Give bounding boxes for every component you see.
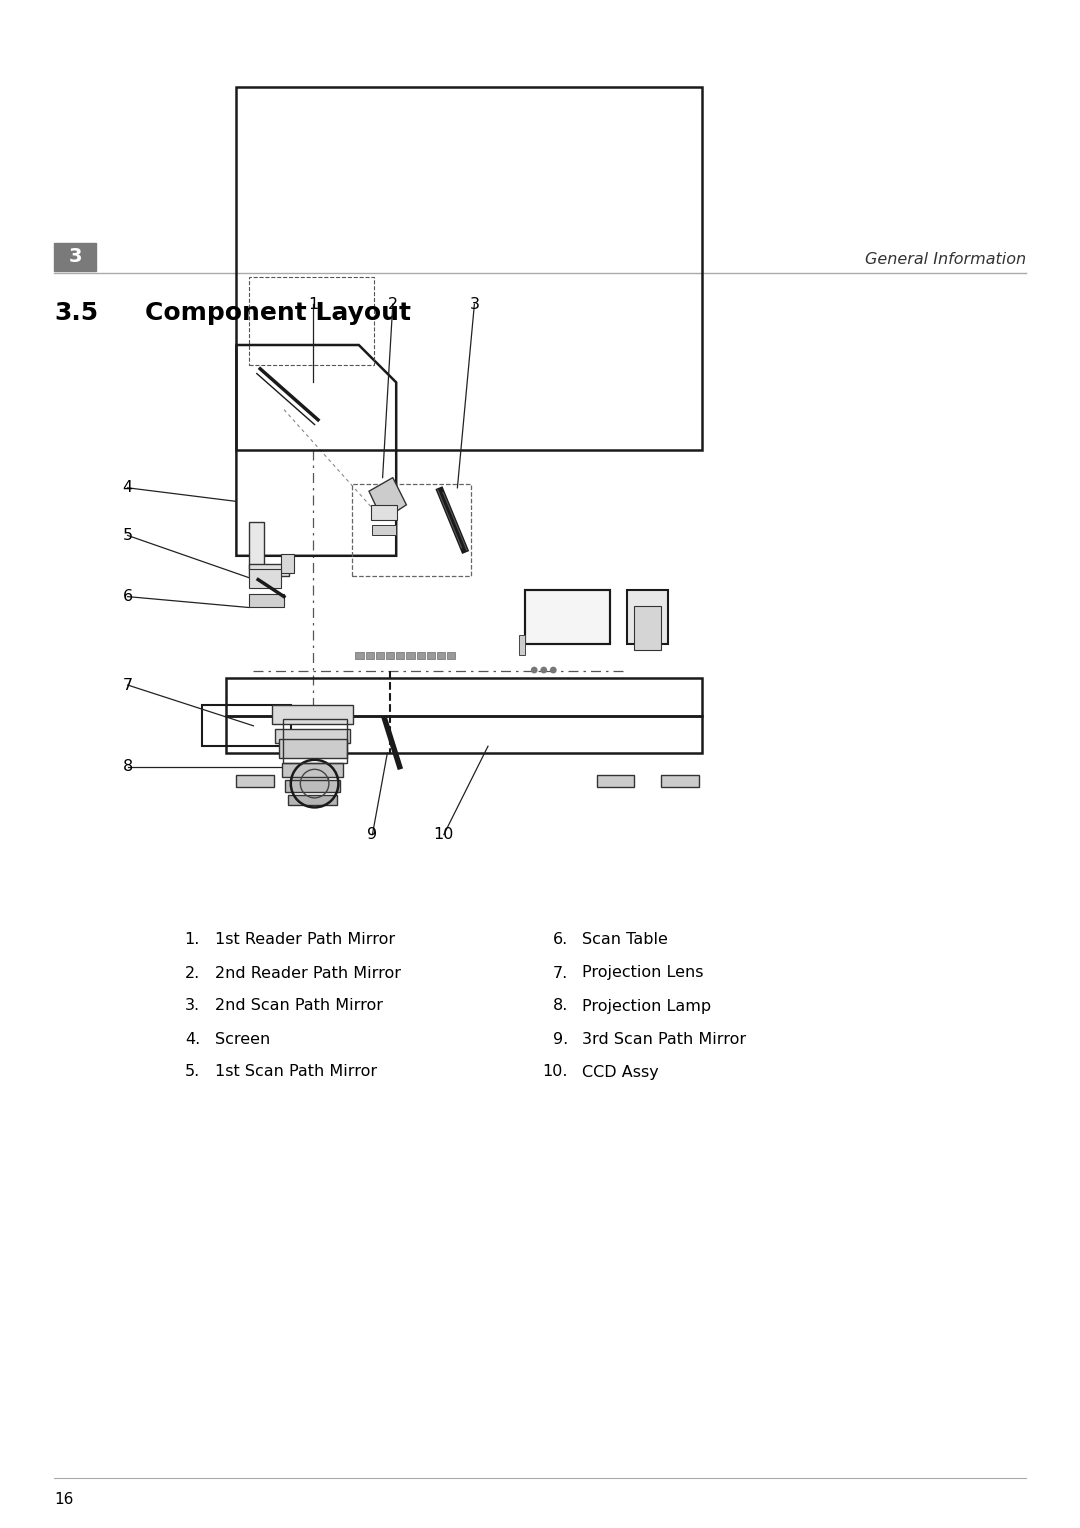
Bar <box>283 720 348 762</box>
Bar <box>248 564 289 576</box>
Text: 4: 4 <box>122 480 133 495</box>
Bar <box>661 775 699 787</box>
Text: 6.: 6. <box>553 932 568 947</box>
Text: Projection Lamp: Projection Lamp <box>582 998 711 1013</box>
Text: 1st Reader Path Mirror: 1st Reader Path Mirror <box>215 932 395 947</box>
Bar <box>396 652 404 659</box>
Bar <box>627 590 669 645</box>
Text: 3: 3 <box>68 248 82 266</box>
Bar <box>417 652 424 659</box>
Text: Scan Table: Scan Table <box>582 932 667 947</box>
Bar <box>291 775 328 787</box>
Bar <box>288 795 337 805</box>
Text: 8: 8 <box>122 759 133 775</box>
Circle shape <box>550 666 556 674</box>
Text: 2nd Reader Path Mirror: 2nd Reader Path Mirror <box>215 966 401 981</box>
Bar <box>352 484 471 576</box>
Text: 16: 16 <box>54 1493 73 1508</box>
Text: 2.: 2. <box>185 966 200 981</box>
Text: CCD Assy: CCD Assy <box>582 1065 659 1079</box>
Bar <box>447 652 456 659</box>
Bar <box>237 87 702 451</box>
Text: 6: 6 <box>122 590 133 604</box>
Text: General Information: General Information <box>865 252 1026 266</box>
Bar <box>525 590 610 645</box>
Text: 2nd Scan Path Mirror: 2nd Scan Path Mirror <box>215 998 383 1013</box>
Bar <box>285 781 340 793</box>
Bar <box>376 652 384 659</box>
Bar <box>437 652 445 659</box>
Bar <box>248 277 375 365</box>
Bar <box>406 652 415 659</box>
Bar <box>226 678 702 715</box>
Text: 7: 7 <box>122 677 133 692</box>
Bar <box>525 590 610 645</box>
Text: 5: 5 <box>122 527 133 542</box>
Bar <box>427 652 435 659</box>
Bar <box>202 706 291 746</box>
Bar <box>237 775 274 787</box>
Text: 1st Scan Path Mirror: 1st Scan Path Mirror <box>215 1065 377 1079</box>
Bar <box>597 775 634 787</box>
Text: 1.: 1. <box>185 932 200 947</box>
Bar <box>275 729 350 744</box>
Circle shape <box>540 666 548 674</box>
Bar <box>281 553 294 573</box>
Bar <box>373 526 395 535</box>
Bar <box>272 706 353 724</box>
Circle shape <box>531 666 538 674</box>
Bar <box>248 521 264 570</box>
Bar <box>366 652 374 659</box>
Text: Component Layout: Component Layout <box>145 301 411 325</box>
Polygon shape <box>369 478 406 521</box>
Bar <box>282 762 343 778</box>
Bar <box>372 506 396 521</box>
Bar <box>386 652 394 659</box>
Text: 9: 9 <box>367 827 378 842</box>
Text: 10: 10 <box>433 827 454 842</box>
Bar <box>248 594 284 608</box>
Text: 3.5: 3.5 <box>54 301 98 325</box>
Text: 3: 3 <box>470 296 480 312</box>
Text: Projection Lens: Projection Lens <box>582 966 703 981</box>
Text: 4.: 4. <box>185 1031 200 1047</box>
Text: 5.: 5. <box>185 1065 200 1079</box>
Bar <box>355 652 364 659</box>
Bar <box>518 634 525 656</box>
Text: 8.: 8. <box>553 998 568 1013</box>
Text: Screen: Screen <box>215 1031 270 1047</box>
Text: 10.: 10. <box>542 1065 568 1079</box>
Bar <box>634 607 661 649</box>
Text: 3rd Scan Path Mirror: 3rd Scan Path Mirror <box>582 1031 746 1047</box>
Text: 1: 1 <box>308 296 319 312</box>
Text: 3.: 3. <box>185 998 200 1013</box>
Bar <box>248 570 281 588</box>
Bar <box>279 740 347 758</box>
Text: 7.: 7. <box>553 966 568 981</box>
Bar <box>54 243 96 270</box>
Text: 9.: 9. <box>553 1031 568 1047</box>
Text: 2: 2 <box>388 296 397 312</box>
